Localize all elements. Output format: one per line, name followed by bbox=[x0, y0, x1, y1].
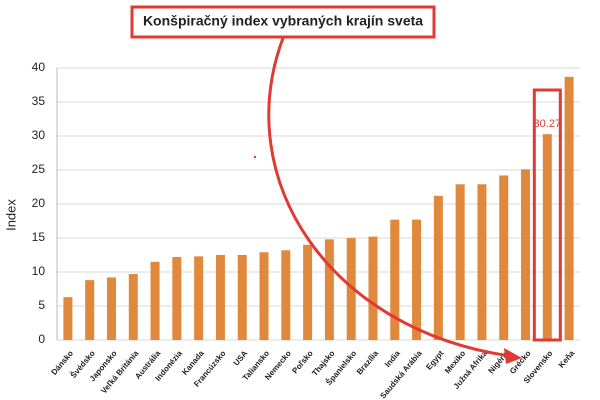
bar bbox=[390, 219, 400, 340]
bar bbox=[85, 280, 95, 340]
arrow bbox=[267, 37, 511, 358]
title-box bbox=[130, 5, 436, 39]
bar bbox=[237, 255, 247, 340]
x-tick-label: Keňa bbox=[557, 348, 577, 369]
y-tick-label: 40 bbox=[32, 60, 46, 74]
bar bbox=[564, 76, 574, 340]
arrow-head bbox=[504, 348, 522, 364]
bar bbox=[215, 255, 225, 340]
y-tick-label: 15 bbox=[32, 230, 46, 244]
bar bbox=[63, 297, 73, 340]
y-tick-label: 35 bbox=[32, 94, 46, 108]
x-tick-label: Egypt bbox=[424, 349, 445, 372]
bar bbox=[542, 134, 552, 340]
bar bbox=[324, 239, 334, 340]
y-axis-label: Index bbox=[3, 199, 18, 231]
y-tick-label: 30 bbox=[32, 128, 46, 142]
y-tick-label: 20 bbox=[32, 196, 46, 210]
bar bbox=[499, 175, 509, 340]
chart-title: Konšpiračný index vybraných krajín sveta bbox=[143, 13, 423, 29]
bar bbox=[455, 184, 465, 340]
bar bbox=[128, 274, 138, 340]
x-tick-label: USA bbox=[232, 349, 250, 368]
bar bbox=[521, 169, 531, 340]
bar bbox=[368, 236, 378, 340]
x-tick-label: Saudská Arábia bbox=[378, 348, 424, 400]
bar bbox=[346, 238, 356, 340]
bar bbox=[412, 219, 422, 340]
y-tick-label: 5 bbox=[38, 298, 45, 312]
bar bbox=[194, 256, 204, 340]
bar bbox=[477, 184, 487, 340]
bar bbox=[433, 195, 443, 340]
dot bbox=[253, 155, 257, 159]
bar bbox=[303, 244, 313, 340]
bar bbox=[172, 257, 182, 340]
bar bbox=[259, 252, 269, 340]
x-tick-label: India bbox=[383, 348, 402, 369]
x-tick-label: Brazília bbox=[355, 348, 381, 376]
highlight-box bbox=[532, 88, 562, 342]
y-tick-label: 10 bbox=[32, 264, 46, 278]
value-label: 30.27 bbox=[534, 118, 562, 130]
bar bbox=[150, 261, 160, 340]
bar bbox=[106, 277, 116, 340]
y-tick-label: 0 bbox=[38, 332, 45, 346]
bar bbox=[281, 250, 291, 340]
y-tick-label: 25 bbox=[32, 162, 46, 176]
